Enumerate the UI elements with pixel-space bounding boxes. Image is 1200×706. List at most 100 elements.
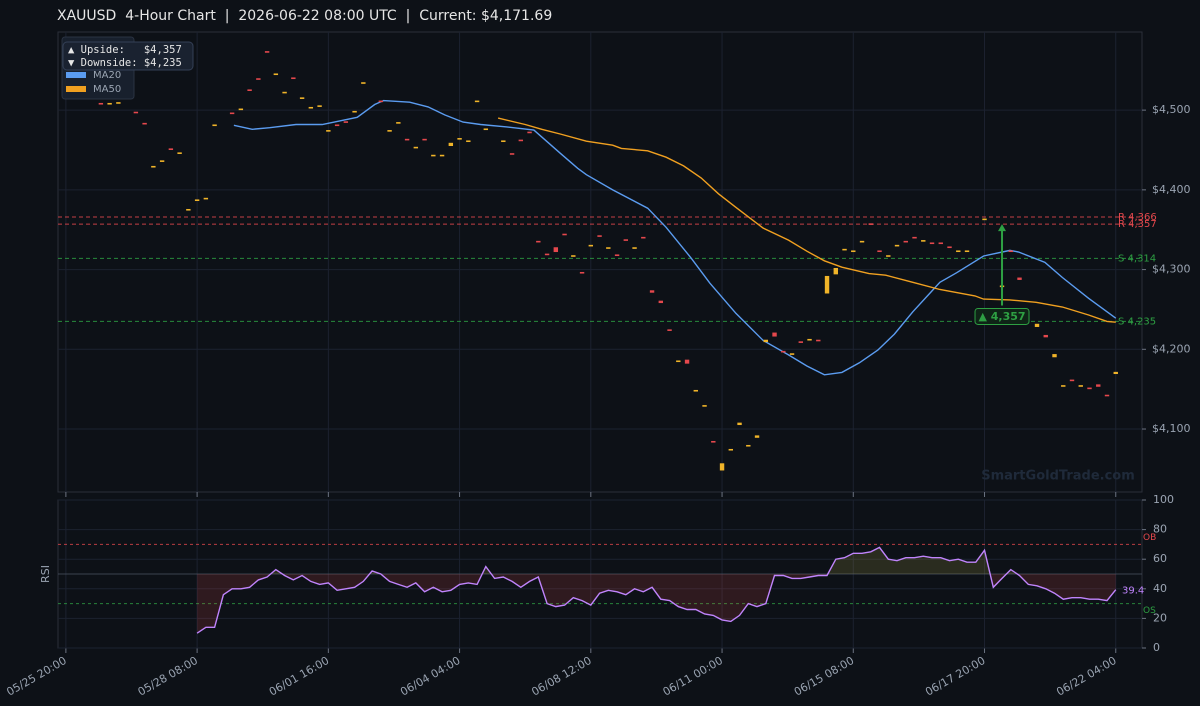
candle: [851, 250, 856, 253]
y-tick-label: 0: [1153, 641, 1160, 654]
candle: [746, 444, 751, 447]
candle: [308, 106, 314, 109]
candle: [229, 112, 235, 115]
candle: [282, 91, 287, 94]
candle: [98, 102, 104, 105]
candle: [273, 73, 279, 76]
candle: [571, 255, 576, 257]
candle: [606, 247, 611, 249]
legend-label: MA50: [93, 84, 121, 95]
candle: [291, 77, 296, 80]
candle: [763, 339, 768, 343]
candle: [886, 255, 891, 257]
candle: [186, 208, 191, 211]
candle: [1061, 385, 1066, 387]
candle: [177, 152, 182, 154]
candle: [894, 244, 900, 247]
candle: [789, 353, 795, 355]
candle: [448, 142, 454, 147]
rsi-value-label: 39.4: [1122, 586, 1144, 597]
downside-text: ▼ Downside: $4,235: [68, 57, 182, 69]
candle: [903, 240, 908, 243]
candle: [326, 130, 331, 132]
candle: [194, 199, 200, 202]
candle: [299, 97, 305, 99]
candle: [614, 254, 620, 257]
legend-label: MA20: [93, 70, 121, 81]
candle: [264, 51, 270, 53]
candle: [597, 235, 602, 237]
legend-swatch: [66, 72, 86, 78]
candle: [912, 236, 917, 239]
y-tick-label: $4,300: [1152, 263, 1191, 276]
candle: [693, 389, 699, 392]
level-label: S 4,314: [1118, 253, 1156, 264]
ma-line: [233, 99, 1117, 376]
plot: [58, 51, 1142, 634]
candle: [938, 242, 943, 245]
candle: [238, 108, 244, 111]
candle: [203, 197, 209, 200]
candle: [466, 140, 471, 143]
candle: [247, 89, 252, 91]
candle: [632, 247, 637, 249]
candle: [956, 250, 961, 253]
candle: [1104, 394, 1110, 397]
candle: [518, 139, 524, 142]
candle: [1069, 379, 1075, 382]
candle: [1008, 250, 1013, 253]
candle: [509, 153, 515, 155]
candle: [1017, 277, 1022, 280]
candle: [396, 122, 401, 124]
candle: [719, 463, 725, 471]
candle: [684, 359, 690, 364]
candle: [527, 131, 532, 134]
candle: [947, 246, 952, 249]
candle: [439, 154, 445, 157]
candle: [588, 244, 594, 247]
candle: [772, 332, 777, 337]
candle: [781, 350, 786, 353]
y-tick-label: 60: [1153, 552, 1167, 565]
candle: [334, 124, 340, 127]
y-tick-label: 20: [1153, 611, 1167, 624]
candle: [1078, 385, 1083, 387]
chart-title: XAUUSD 4-Hour Chart | 2026-06-22 08:00 U…: [57, 8, 552, 24]
candle: [1096, 384, 1101, 387]
level-label: S 4,235: [1118, 316, 1156, 327]
candle: [824, 275, 830, 294]
price-panel: [57, 31, 1143, 493]
candle: [1043, 334, 1048, 338]
candle: [553, 247, 559, 253]
y-tick-label: $4,100: [1152, 422, 1191, 435]
candle: [842, 248, 847, 251]
candle: [929, 242, 935, 245]
candle: [159, 160, 165, 162]
candle: [728, 448, 733, 451]
candle: [142, 122, 147, 125]
candle: [562, 233, 567, 236]
candle: [387, 130, 392, 132]
candle: [378, 100, 384, 103]
candle: [168, 148, 174, 150]
candle: [816, 339, 821, 342]
rsi-area-above: [197, 547, 1116, 574]
candle: [474, 100, 480, 103]
candle: [501, 140, 506, 143]
candle: [579, 271, 585, 274]
candle: [877, 250, 882, 253]
candle: [343, 121, 349, 123]
candle: [431, 154, 436, 157]
candle: [754, 435, 760, 438]
candle: [667, 329, 672, 331]
candle: [544, 253, 550, 256]
candle: [798, 341, 803, 343]
rsi-level-label: OS: [1143, 606, 1156, 616]
candle: [212, 124, 217, 127]
candle: [413, 146, 419, 149]
candle: [317, 105, 322, 107]
candle: [1087, 387, 1092, 390]
